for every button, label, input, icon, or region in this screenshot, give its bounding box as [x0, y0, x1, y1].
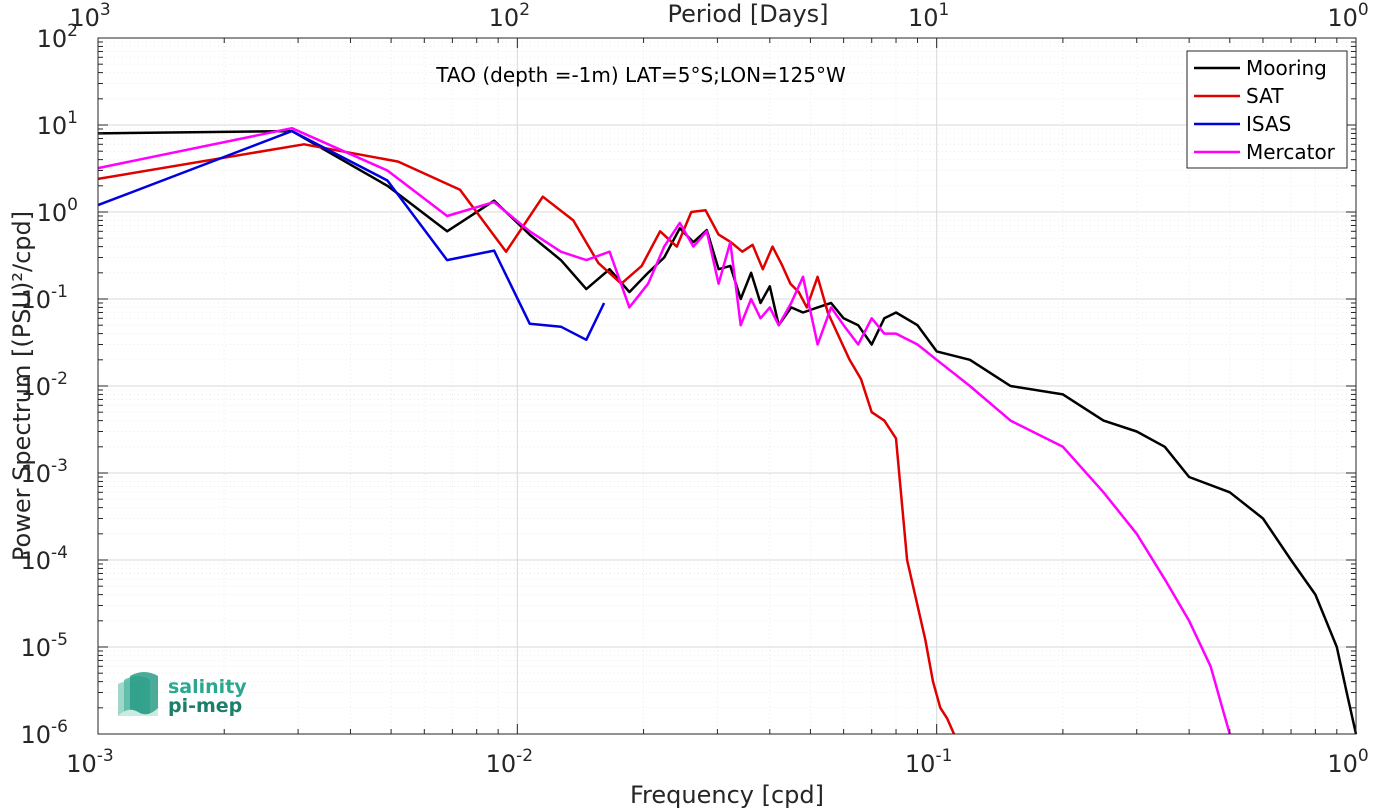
- y-tick-label: 10-2: [21, 369, 69, 401]
- y-tick-label: 10-6: [21, 717, 69, 749]
- y-tick-label: 102: [37, 21, 78, 53]
- y-axis-label: Power Spectrum [(PSU)²/cpd]: [8, 211, 36, 561]
- chart-annotation: TAO (depth =-1m) LAT=5°S;LON=125°W: [435, 63, 846, 87]
- x-axis-label: Frequency [cpd]: [630, 781, 824, 809]
- legend-label-mooring: Mooring: [1246, 56, 1327, 80]
- x-tick-label: 10-2: [486, 746, 534, 778]
- y-tick-label: 10-3: [21, 456, 69, 488]
- top-tick-label: 103: [69, 0, 110, 32]
- legend: Mooring SAT ISAS Mercator: [1186, 50, 1348, 169]
- x-tick-label: 100: [1327, 746, 1368, 778]
- y-tick-label: 10-5: [21, 630, 69, 662]
- y-tick-label: 101: [37, 108, 78, 140]
- legend-label-mercator: Mercator: [1246, 140, 1336, 164]
- top-tick-label: 101: [908, 0, 949, 32]
- wave-logo-icon: [118, 672, 158, 716]
- legend-label-isas: ISAS: [1246, 112, 1291, 136]
- series-line-mercator: [97, 126, 1232, 735]
- top-tick-label: 102: [489, 0, 530, 32]
- top-x-axis-label: Period [Days]: [667, 0, 828, 28]
- grid: [97, 38, 1356, 735]
- series-line-isas: [97, 129, 606, 342]
- y-tick-label: 100: [37, 195, 78, 227]
- legend-box: [1186, 50, 1348, 169]
- series-line-sat: [97, 143, 956, 735]
- logo-line2: pi-mep: [168, 695, 242, 717]
- series-line-mooring: [97, 129, 1358, 735]
- x-tick-label: 10-3: [66, 746, 114, 778]
- y-tick-label: 10-4: [21, 543, 69, 575]
- x-tick-label: 10-1: [905, 746, 953, 778]
- y-tick-label: 10-1: [21, 282, 69, 314]
- series-layer: [97, 126, 1358, 735]
- logo-line1: salinity: [168, 676, 247, 698]
- legend-label-sat: SAT: [1246, 84, 1284, 108]
- tick-marks: [97, 37, 1357, 735]
- pi-mep-logo: salinity pi-mep: [118, 672, 247, 717]
- top-tick-label: 100: [1327, 0, 1368, 32]
